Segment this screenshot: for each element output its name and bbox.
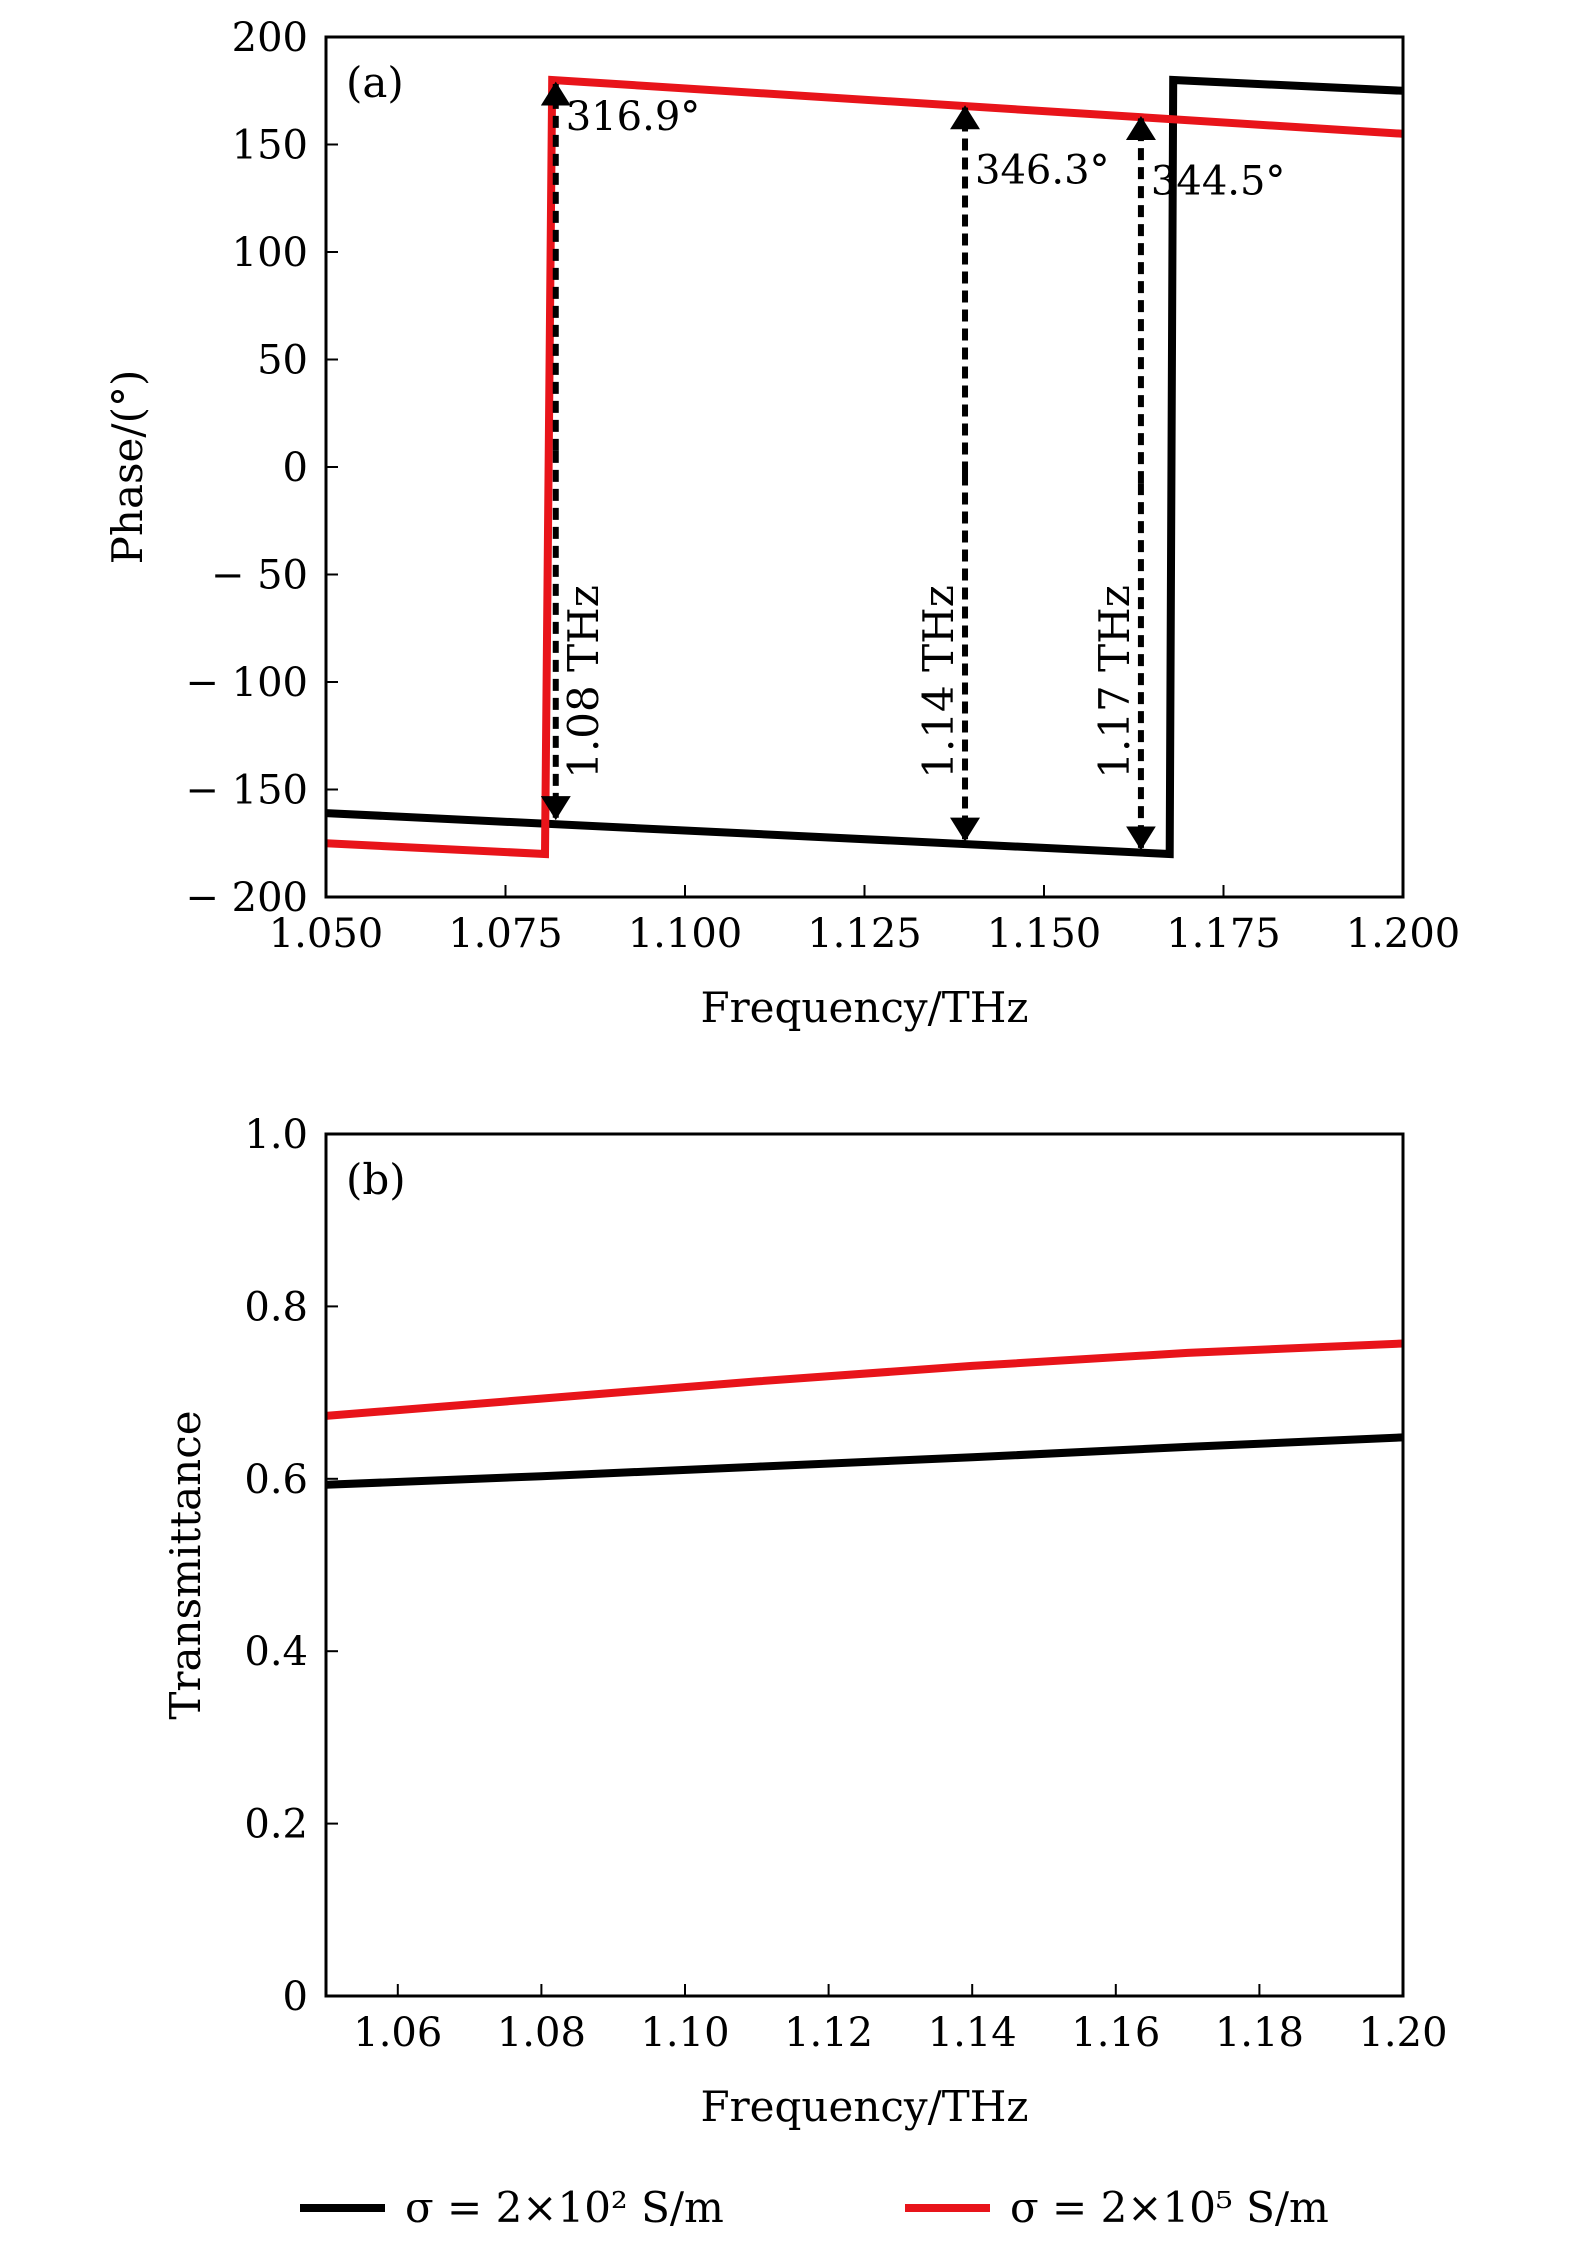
plot-frame [324, 1132, 1405, 1998]
frequency-label: 1.17 THz [1090, 585, 1139, 779]
x-tick-label: 1.10 [640, 2010, 729, 2056]
phase-diff-label: 344.5° [1151, 158, 1286, 204]
x-tick-label: 1.16 [1071, 2010, 1160, 2056]
chart-panel-a: 1.050 1.075 1.100 1.125 1.150 1.175 1.200 200 15… [103, 15, 1460, 1032]
y-tick-label: 0.6 [244, 1457, 308, 1503]
chart-panel-b: 1.06 1.08 1.10 1.12 1.14 1.16 1.18 1.20 1.0 0.8 0.… [161, 1112, 1448, 2131]
legend-label: σ = 2×10² S/m [405, 2183, 724, 2232]
x-tick-label: 1.075 [448, 911, 563, 957]
legend-label: σ = 2×10⁵ S/m [1010, 2183, 1329, 2232]
y-tick-label: 0.4 [244, 1629, 308, 1675]
panel-label: (b) [346, 1155, 406, 1204]
series-line-black [325, 1433, 1404, 1489]
x-tick-label: 1.125 [807, 911, 922, 957]
x-tick-label: 1.14 [928, 2010, 1017, 2056]
x-tick-label: 1.175 [1166, 911, 1281, 957]
y-axis-label: Phase/(°) [103, 370, 152, 565]
x-tick-label: 1.200 [1346, 911, 1461, 957]
x-tick-label: 1.150 [987, 911, 1102, 957]
series-line-black [325, 75, 1404, 859]
y-tick-label: − 100 [185, 660, 308, 706]
y-tick-label: − 150 [185, 768, 308, 814]
x-tick-label: 1.08 [497, 2010, 586, 2056]
panel-label: (a) [346, 58, 404, 107]
series-line-red [325, 1339, 1404, 1420]
y-tick-label: 0 [283, 1974, 308, 2020]
x-tick-label: 1.20 [1358, 2010, 1447, 2056]
legend: σ = 2×10² S/m σ = 2×10⁵ S/m [300, 2183, 1329, 2232]
plot-frame [324, 35, 1405, 899]
y-tick-label: 1.0 [244, 1112, 308, 1158]
frequency-label: 1.08 THz [559, 585, 608, 779]
y-tick-label: − 50 [211, 553, 308, 599]
y-tick-label: 0.8 [244, 1284, 308, 1330]
y-tick-label: 200 [232, 15, 308, 61]
x-axis-label: Frequency/THz [700, 2082, 1028, 2131]
x-tick-label: 1.100 [628, 911, 743, 957]
y-tick-label: 100 [232, 230, 308, 276]
y-tick-label: − 200 [185, 875, 308, 921]
phase-diff-label: 316.9° [566, 94, 701, 140]
y-tick-label: 50 [257, 338, 308, 384]
x-tick-label: 1.12 [784, 2010, 873, 2056]
y-tick-label: 0 [283, 445, 308, 491]
y-tick-label: 0.2 [244, 1802, 308, 1848]
phase-diff-label: 346.3° [975, 148, 1110, 194]
x-axis-label: Frequency/THz [700, 983, 1028, 1032]
x-tick-label: 1.06 [353, 2010, 442, 2056]
x-tick-label: 1.18 [1215, 2010, 1304, 2056]
y-axis-label: Transmittance [161, 1410, 210, 1719]
y-tick-label: 150 [232, 123, 308, 169]
frequency-label: 1.14 THz [914, 585, 963, 779]
x-tick-label: 1.050 [269, 911, 384, 957]
